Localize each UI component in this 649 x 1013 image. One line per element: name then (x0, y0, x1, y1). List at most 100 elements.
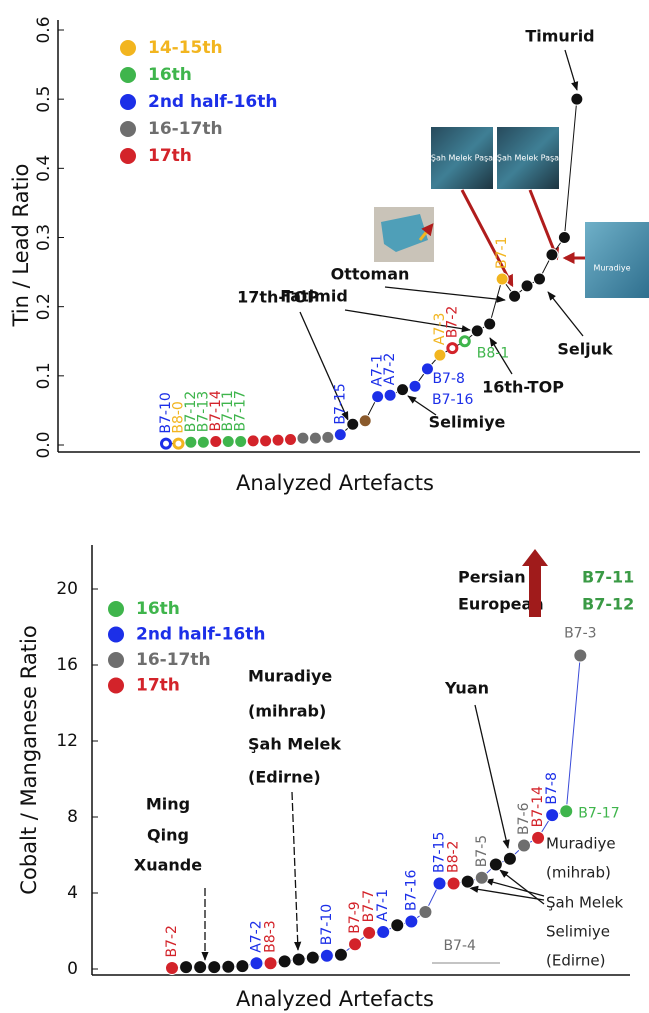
point-label: B7-17 (233, 390, 249, 431)
arrow (564, 49, 579, 91)
data-point (570, 92, 584, 106)
point-label: B7-2 (164, 925, 180, 957)
legend-marker (108, 601, 124, 617)
data-point (263, 956, 278, 971)
data-point (559, 804, 574, 819)
data-point (458, 335, 471, 348)
data-point (433, 348, 447, 362)
photo-caption: Şah Melek Paşa (431, 154, 493, 163)
annotation: Şah Melek (248, 735, 341, 754)
arrow (291, 791, 302, 951)
data-point (172, 437, 185, 450)
y-tick-label: 16 (56, 655, 78, 675)
annotation: Şah Melek (546, 894, 624, 912)
data-point (259, 434, 273, 448)
data-point (420, 362, 434, 376)
annotation: Qing (147, 826, 189, 845)
y-tick-label: 0.2 (34, 293, 54, 320)
point-label: B8-3 (263, 920, 279, 952)
y-tick-label: 0.1 (34, 362, 54, 389)
data-point (235, 959, 250, 974)
annotation: Yuan (444, 679, 489, 698)
data-point (383, 388, 397, 402)
legend-marker (120, 94, 136, 110)
annotation: Seljuk (557, 340, 613, 359)
big-arrow (522, 549, 548, 617)
photo-caption: Muradiye (593, 264, 630, 273)
point-label: B7-8 (544, 772, 560, 804)
data-point (396, 383, 410, 397)
legend-marker (108, 626, 124, 643)
point-label: B7-6 (516, 802, 532, 835)
data-point (470, 324, 484, 338)
data-point (517, 838, 531, 853)
point-label: B7-4 (443, 938, 476, 954)
data-point (284, 432, 297, 446)
data-point (234, 435, 248, 449)
data-point (333, 947, 348, 962)
data-point (545, 248, 559, 262)
legend-label: 16-17th (136, 650, 211, 670)
arrow (407, 395, 437, 416)
data-point (249, 956, 264, 971)
data-point (488, 857, 503, 872)
annotation: (mihrab) (546, 864, 611, 882)
arrow (299, 311, 349, 421)
photo (497, 127, 559, 189)
data-point (321, 430, 335, 444)
data-point (196, 435, 210, 449)
data-point (277, 954, 292, 969)
data-point (446, 342, 459, 355)
y-tick-label: 0.6 (34, 16, 54, 43)
arrow (484, 878, 545, 897)
y-axis-title: Tin / Lead Ratio (9, 164, 33, 328)
point-label: B7-16 (403, 870, 419, 911)
annotation: European (458, 595, 544, 614)
data-point (184, 435, 198, 449)
point-label: B7-1 (494, 237, 510, 269)
point-label: B8-0 (170, 401, 186, 433)
data-point (408, 379, 422, 393)
annotation: B7-11 (582, 568, 634, 587)
legend-marker (120, 40, 136, 56)
arrow (547, 291, 584, 337)
data-point (358, 414, 372, 428)
point-label: B8-1 (477, 345, 509, 361)
legend-label: 2nd half-16th (148, 92, 277, 112)
data-point (308, 431, 322, 445)
photo-arrow (528, 189, 560, 261)
point-label: B7-10 (158, 392, 174, 433)
data-point (531, 830, 546, 845)
point-label: B7-14 (530, 786, 546, 827)
photo (431, 127, 493, 189)
point-label: A7-2 (382, 353, 398, 385)
point-label: B7-15 (432, 832, 448, 873)
legend-marker (120, 148, 136, 164)
y-tick-label: 20 (56, 579, 78, 599)
y-tick-label: 12 (56, 731, 78, 751)
legend-label: 16th (136, 599, 180, 619)
point-label: A7-2 (248, 920, 264, 952)
y-tick-label: 8 (67, 807, 78, 827)
y-tick-label: 0.5 (34, 86, 54, 113)
data-point (404, 914, 419, 929)
data-point (165, 961, 179, 976)
data-point (221, 959, 236, 974)
data-point (483, 317, 497, 331)
data-point (305, 950, 320, 965)
annotation: Fatimid (280, 287, 348, 306)
data-point (246, 434, 260, 448)
point-label: B7-14 (208, 390, 224, 431)
annotation: B7-12 (582, 595, 634, 614)
data-point (348, 937, 363, 952)
y-tick-label: 0.0 (34, 431, 54, 458)
data-point (474, 870, 489, 885)
legend-label: 2nd half-16th (136, 625, 265, 645)
arrow (384, 286, 506, 303)
data-point (432, 876, 447, 891)
x-axis-title: Analyzed Artefacts (236, 987, 434, 1011)
data-point (296, 431, 310, 445)
arrow (344, 309, 471, 333)
legend-label: 17th (136, 676, 180, 696)
annotation: (Edirne) (546, 952, 606, 970)
